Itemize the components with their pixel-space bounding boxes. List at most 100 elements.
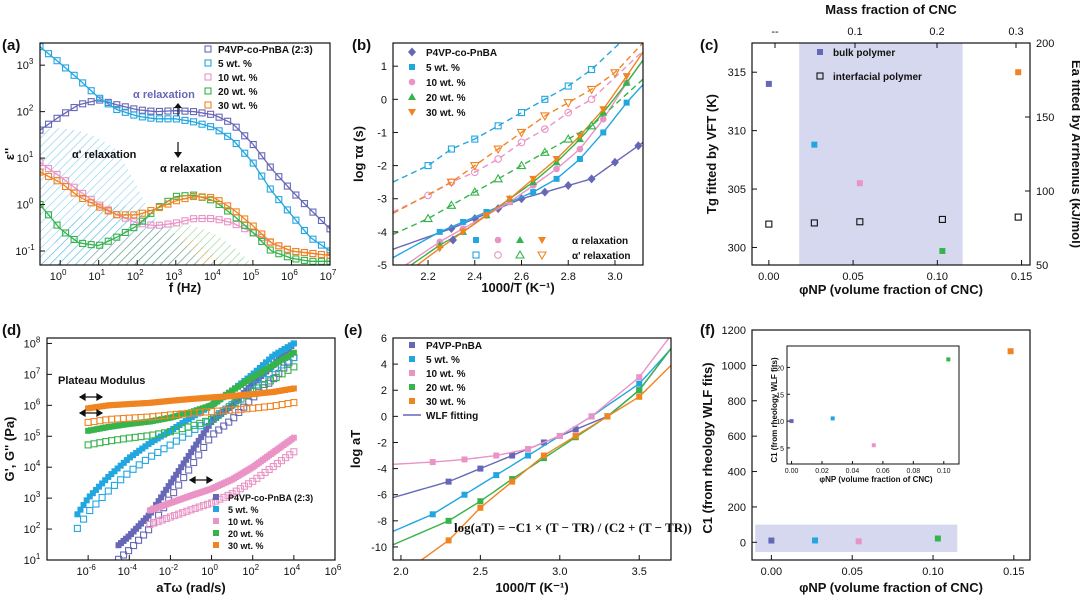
legend-label: 20 wt. % (426, 93, 466, 104)
loss-modulus-point (191, 425, 199, 433)
panel-e-equation: log(aT) = −C1 × (T − TR) / (C2 + (T − TR… (454, 520, 692, 535)
loss-modulus-point (255, 404, 263, 412)
storage-modulus-point (120, 459, 127, 466)
data-point (147, 207, 155, 215)
panel-a-arrowhead-down-icon (174, 152, 182, 158)
data-point (300, 200, 308, 208)
data-point (198, 214, 206, 223)
data-point (241, 215, 249, 223)
y-tick-label: 4 (381, 359, 387, 371)
loss-modulus-point (203, 500, 212, 508)
data-point (138, 106, 146, 114)
panel-a-arrowhead-up-icon (174, 103, 182, 108)
loss-modulus-point (213, 411, 221, 419)
panel-f-inset-xlabel: φNP (volume fraction of CNC) (819, 475, 932, 484)
panel-a-legend: P4VP-co-PnBA (2:3) 5 wt. % 10 wt. % 20 wt. … (204, 45, 313, 112)
data-point (636, 387, 643, 394)
legend-marker (409, 384, 415, 390)
data-point (477, 504, 484, 511)
data-point (62, 229, 70, 237)
data-point (249, 159, 257, 167)
panel-a-label: (a) (2, 37, 20, 54)
x-tick-label: 2.5 (473, 566, 488, 578)
panel-e-data (393, 338, 671, 560)
legend-label: 10 wt. % (426, 369, 466, 380)
loss-modulus-point (185, 429, 193, 437)
storage-modulus-point (290, 340, 297, 347)
loss-modulus-point (104, 487, 112, 495)
data-point (87, 241, 95, 249)
loss-modulus-point (284, 366, 292, 374)
loss-modulus-point (145, 526, 153, 534)
storage-modulus-point (193, 441, 200, 448)
data-point (564, 108, 573, 117)
loss-modulus-point (187, 506, 195, 514)
data-point (96, 203, 104, 211)
data-point (70, 71, 78, 79)
storage-modulus-point (74, 511, 81, 518)
data-point (588, 65, 596, 74)
legend2-marker (537, 251, 547, 261)
shaded-region (799, 43, 963, 265)
data-point (552, 155, 561, 163)
data-point (541, 125, 549, 133)
storage-modulus-point (203, 426, 210, 433)
data-point (446, 178, 457, 188)
data-point (283, 182, 291, 190)
x-tick-label: 0.10 (922, 566, 943, 578)
x-tick-label: 0.05 (842, 271, 863, 283)
data-point (636, 393, 643, 400)
data-point (447, 145, 455, 153)
data-point (79, 239, 87, 247)
data-point (564, 180, 573, 190)
data-point (459, 228, 468, 236)
panel-a-plot: 100 101 102 103 104 105 106 107 10-1 100 101 102 103 (15, 43, 337, 283)
data-point (326, 251, 330, 260)
data-point (79, 189, 87, 197)
loss-modulus-point (154, 517, 162, 526)
data-point (113, 105, 121, 114)
loss-modulus-point (178, 433, 187, 441)
storage-modulus-point (182, 418, 189, 425)
data-point (224, 207, 232, 215)
loss-modulus-point (92, 500, 100, 508)
legend2-marker (449, 235, 457, 245)
data-point (516, 160, 527, 170)
panel-e-label: (e) (344, 322, 362, 339)
data-point (283, 253, 291, 261)
data-point (300, 256, 308, 264)
x-tick-label: 0.15 (1003, 566, 1024, 578)
storage-modulus-point (111, 468, 118, 475)
loss-modulus-point (230, 414, 238, 422)
panel-a-annotation-alpha-top: α relaxation (133, 89, 195, 101)
legend2-marker (516, 236, 524, 243)
storage-modulus-point (266, 356, 273, 363)
legend-label: P4VP-PnBA (426, 341, 482, 352)
legend-marker (213, 506, 219, 512)
panel-d-double-arrows (78, 392, 214, 485)
data-point (604, 413, 611, 420)
loss-modulus-point (210, 430, 218, 438)
legend-label: WLF fitting (426, 411, 478, 422)
loss-modulus-point (278, 401, 286, 409)
data-point (155, 107, 163, 115)
data-point (309, 257, 317, 265)
data-point (53, 221, 61, 229)
storage-modulus-point (139, 445, 146, 452)
loss-modulus-point (170, 512, 179, 520)
interfacial-point (810, 219, 818, 227)
panel-e-ylabel: log aT (348, 430, 363, 468)
loss-modulus-point (166, 441, 174, 449)
panel-f-inset-ylabel: C1 (from rheology WLF fits) (770, 357, 779, 463)
data-point (494, 155, 502, 163)
y-tick-label: 106 (24, 397, 41, 412)
interfacial-point (765, 220, 773, 228)
data-point (622, 73, 631, 81)
x-tick-label: 103 (165, 268, 182, 283)
top-tick-label: 0.3 (1008, 26, 1023, 38)
legend-marker (213, 530, 219, 536)
panel-c-plot: 0.00 0.05 0.10 0.15 300 305 310 315 50 100 150 200 -… (728, 26, 1055, 283)
data-point (172, 197, 181, 205)
loss-modulus-point (113, 415, 122, 423)
y2-tick-label: 150 (1036, 112, 1054, 124)
